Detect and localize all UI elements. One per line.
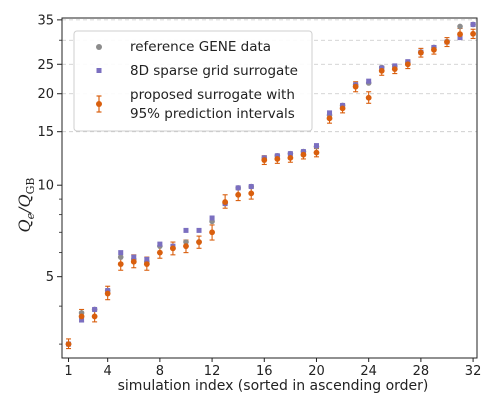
- point-sparse-grid: [300, 149, 306, 155]
- point-proposed: [170, 245, 176, 252]
- y-tick-label: 5: [46, 270, 54, 285]
- y-tick-label: 20: [37, 87, 54, 102]
- point-sparse-grid: [366, 78, 372, 84]
- legend-marker-sparse: [96, 68, 102, 73]
- point-sparse-grid: [79, 317, 85, 323]
- x-axis-label: simulation index (sorted in ascending or…: [118, 378, 429, 394]
- point-proposed: [352, 83, 359, 90]
- point-proposed: [183, 243, 189, 250]
- x-tick-label: 20: [308, 364, 325, 379]
- point-proposed: [444, 39, 450, 45]
- legend-label-reference: reference GENE data: [130, 39, 271, 55]
- point-proposed: [287, 154, 294, 161]
- point-proposed: [326, 115, 333, 122]
- point-reference: [457, 23, 463, 30]
- point-sparse-grid: [209, 215, 215, 221]
- point-proposed: [378, 67, 385, 74]
- point-sparse-grid: [105, 288, 111, 294]
- point-proposed: [222, 199, 229, 205]
- x-tick-label: 8: [156, 364, 164, 379]
- point-sparse-grid: [392, 63, 398, 69]
- axis-ticks: 1 4 8 12 16 20 24 28 32 5 10 15 20 25 35: [37, 13, 481, 379]
- point-proposed: [91, 313, 98, 320]
- y-tick-label: 35: [37, 13, 54, 28]
- point-sparse-grid: [131, 254, 137, 260]
- y-tick-label: 10: [37, 179, 54, 194]
- point-proposed: [130, 258, 137, 265]
- point-proposed: [457, 31, 463, 38]
- y-axis-label: Qe/QGB: [15, 177, 37, 232]
- point-proposed: [339, 105, 346, 112]
- point-proposed: [248, 190, 255, 197]
- point-proposed: [78, 313, 85, 320]
- point-proposed: [143, 261, 150, 268]
- point-reference: [117, 254, 124, 260]
- point-proposed: [235, 191, 242, 198]
- data-points: [65, 21, 476, 347]
- x-tick-label: 24: [360, 364, 377, 379]
- legend-marker-reference: [96, 44, 102, 50]
- x-tick-label: 12: [204, 364, 221, 379]
- point-sparse-grid: [287, 151, 293, 157]
- point-sparse-grid: [144, 256, 150, 262]
- plot-frame: [61, 17, 478, 359]
- point-proposed: [209, 229, 215, 236]
- point-sparse-grid: [235, 185, 241, 191]
- point-proposed: [431, 46, 437, 53]
- x-tick-label: 16: [256, 364, 273, 379]
- point-proposed: [196, 239, 202, 245]
- point-proposed: [261, 157, 268, 163]
- point-sparse-grid: [313, 143, 319, 149]
- x-tick-label: 1: [64, 364, 72, 379]
- point-proposed: [470, 30, 476, 37]
- legend-label-proposed-2: 95% prediction intervals: [130, 106, 295, 122]
- point-sparse-grid: [457, 35, 463, 41]
- point-sparse-grid: [327, 110, 333, 116]
- point-sparse-grid: [118, 250, 124, 256]
- y-tick-label: 15: [37, 125, 54, 140]
- point-sparse-grid: [470, 21, 476, 27]
- point-proposed: [300, 151, 307, 158]
- y-tick-label: 25: [37, 58, 54, 73]
- point-sparse-grid: [183, 227, 189, 233]
- point-proposed: [65, 341, 72, 347]
- point-sparse-grid: [274, 153, 280, 159]
- legend-marker-proposed: [96, 101, 102, 107]
- x-tick-label: 28: [413, 364, 430, 379]
- point-proposed: [365, 94, 372, 101]
- x-tick-label: 4: [104, 364, 112, 379]
- point-proposed: [391, 66, 398, 73]
- point-proposed: [156, 249, 163, 256]
- legend: reference GENE data 8D sparse grid surro…: [73, 30, 313, 132]
- point-proposed: [274, 156, 281, 162]
- point-proposed: [404, 61, 411, 68]
- legend-box: [73, 30, 313, 132]
- point-sparse-grid: [248, 184, 254, 190]
- point-proposed: [313, 149, 320, 156]
- point-sparse-grid: [340, 102, 346, 108]
- point-sparse-grid: [196, 227, 202, 233]
- point-sparse-grid: [92, 306, 98, 312]
- point-proposed: [417, 49, 424, 56]
- legend-label-sparse: 8D sparse grid surrogate: [130, 63, 298, 79]
- point-sparse-grid: [157, 241, 163, 247]
- point-proposed: [104, 290, 111, 297]
- point-proposed: [117, 261, 124, 268]
- x-tick-label: 32: [465, 364, 482, 379]
- point-reference: [183, 239, 189, 245]
- legend-label-proposed-1: proposed surrogate with: [130, 87, 295, 103]
